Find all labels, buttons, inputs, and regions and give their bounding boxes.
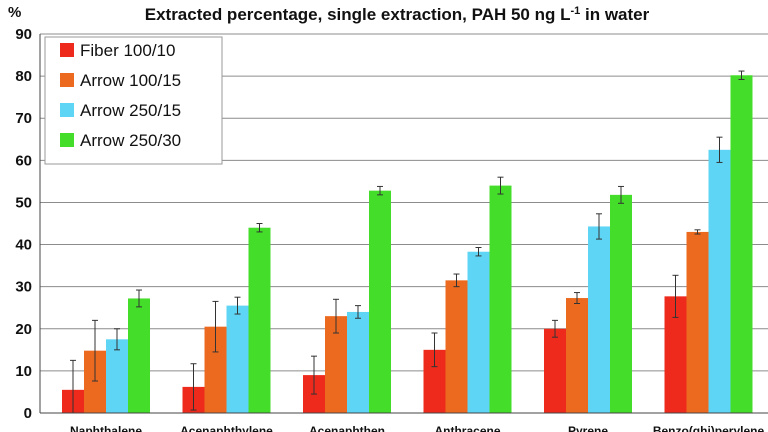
axes — [39, 34, 768, 414]
y-tick-labels: 0 10 20 30 40 50 60 70 80 90 — [15, 26, 32, 422]
x-category-label: Pyrene — [568, 424, 608, 432]
y-tick-label: 70 — [15, 110, 32, 127]
y-tick-label: 50 — [15, 194, 32, 211]
y-tick-label: 20 — [15, 321, 32, 338]
bar — [347, 311, 369, 413]
bar — [84, 350, 106, 413]
y-tick-label: 0 — [24, 405, 32, 422]
bar — [544, 328, 566, 413]
bar — [610, 194, 632, 413]
bar — [708, 149, 731, 414]
legend-label: Arrow 250/15 — [80, 101, 181, 120]
legend-label: Fiber 100/10 — [80, 41, 175, 60]
bar — [248, 227, 271, 413]
legend-swatch — [60, 43, 74, 57]
bar — [566, 298, 588, 413]
bar — [664, 296, 687, 413]
bar — [423, 349, 446, 413]
bar — [204, 326, 227, 413]
bar — [325, 316, 347, 413]
bar — [467, 251, 490, 413]
legend-swatch — [60, 103, 74, 117]
bar — [489, 185, 512, 413]
bar — [445, 280, 468, 413]
bar — [106, 339, 128, 413]
bar — [369, 190, 391, 413]
y-tick-label: 80 — [15, 68, 32, 85]
x-category-label: Naphthalene — [70, 424, 142, 432]
legend-label: Arrow 250/30 — [80, 131, 181, 150]
y-axis-label: % — [8, 4, 21, 21]
bar — [588, 226, 610, 413]
x-category-label: Acenaphthylene — [180, 424, 273, 432]
legend-box — [44, 36, 223, 165]
legend-swatch — [60, 133, 74, 147]
legend: Fiber 100/10 Arrow 100/15 Arrow 250/15 Arro… — [44, 36, 223, 165]
bar — [226, 305, 249, 413]
legend-label: Arrow 100/15 — [80, 71, 181, 90]
x-category-label: Acenaphthen — [309, 424, 385, 432]
bar — [128, 298, 150, 413]
y-tick-label: 60 — [15, 152, 32, 169]
bar — [686, 231, 709, 413]
x-category-label: Anthracene — [434, 424, 500, 432]
bar — [730, 75, 753, 413]
x-category-labels: Naphthalene Acenaphthylene Acenaphthen Anth… — [70, 424, 765, 432]
y-tick-label: 30 — [15, 279, 32, 296]
legend-swatch — [60, 73, 74, 87]
y-tick-label: 40 — [15, 237, 32, 254]
y-tick-label: 90 — [15, 26, 32, 43]
x-category-label: Benzo(ghi)perylene — [653, 424, 765, 432]
bars — [62, 70, 753, 414]
y-tick-label: 10 — [15, 363, 32, 380]
chart-title: Extracted percentage, single extraction,… — [145, 5, 650, 24]
